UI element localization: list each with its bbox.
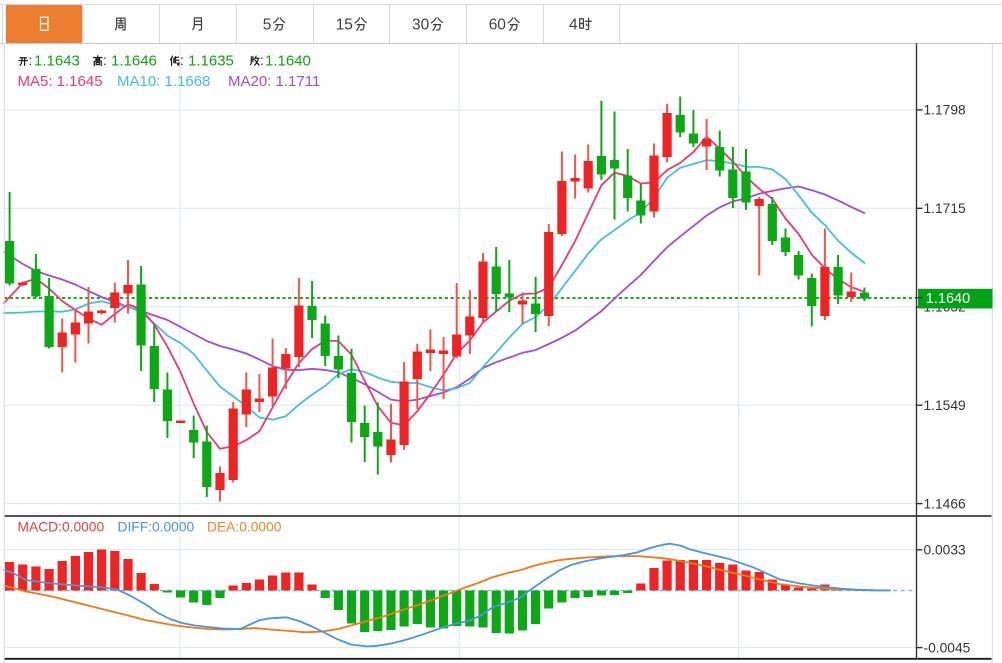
svg-text::: : <box>260 53 264 68</box>
svg-text:MA10: 1.1668: MA10: 1.1668 <box>117 73 210 90</box>
svg-text::: : <box>29 53 33 68</box>
svg-text:1.1643: 1.1643 <box>34 53 80 70</box>
svg-text:15: 15 <box>336 17 353 34</box>
svg-text:MACD:0.0000: MACD:0.0000 <box>18 520 105 535</box>
svg-text:1.1715: 1.1715 <box>924 201 967 216</box>
svg-text:DEA:0.0000: DEA:0.0000 <box>207 520 282 535</box>
svg-text:30: 30 <box>412 17 430 34</box>
svg-text:1.1798: 1.1798 <box>924 103 967 118</box>
svg-text:MA20: 1.1711: MA20: 1.1711 <box>228 73 320 90</box>
svg-text:-0.0045: -0.0045 <box>924 640 971 655</box>
svg-text:MA5: 1.1645: MA5: 1.1645 <box>18 73 103 90</box>
svg-text:1.1640: 1.1640 <box>926 291 970 307</box>
svg-text:DIFF:0.0000: DIFF:0.0000 <box>118 520 195 535</box>
svg-text:0.0033: 0.0033 <box>924 543 967 558</box>
svg-text:5: 5 <box>263 17 272 34</box>
svg-text:60: 60 <box>489 17 507 34</box>
svg-text:1.1646: 1.1646 <box>111 53 157 70</box>
svg-text::: : <box>180 53 184 68</box>
svg-text:1.1640: 1.1640 <box>265 53 311 70</box>
svg-text:1.1549: 1.1549 <box>924 398 967 413</box>
svg-text::: : <box>103 53 107 68</box>
svg-text:1.1635: 1.1635 <box>188 53 234 70</box>
svg-text:1.1466: 1.1466 <box>924 496 967 511</box>
svg-text:4: 4 <box>569 17 578 34</box>
